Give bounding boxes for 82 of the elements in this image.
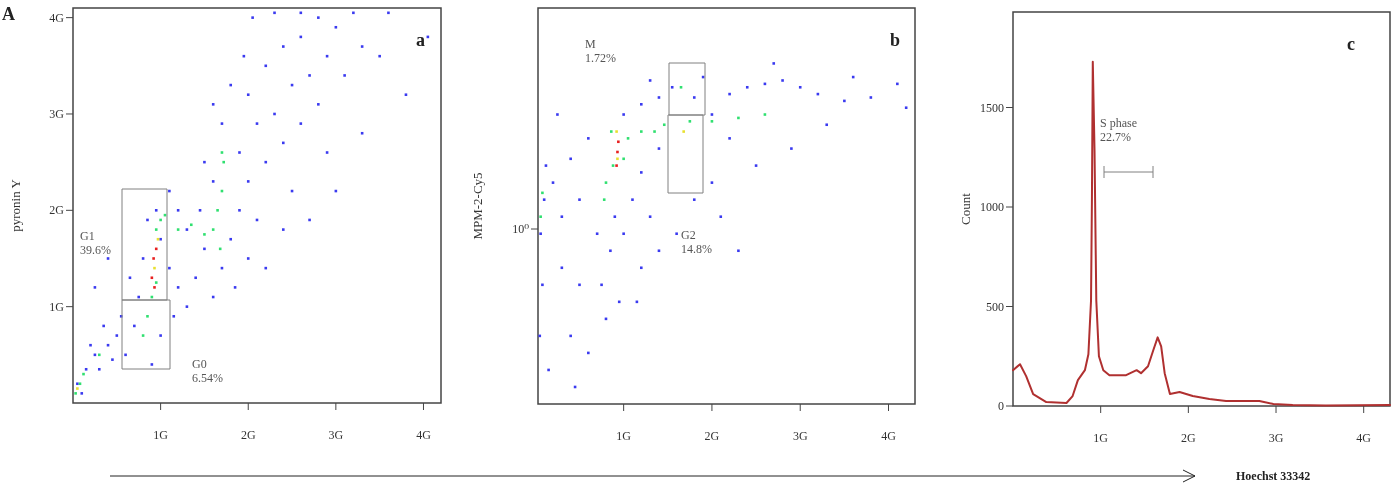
- x-tick-label: 4G: [416, 428, 432, 442]
- y-tick-label: 3G: [49, 106, 65, 121]
- x-tick-label: 1G: [153, 428, 169, 442]
- point: [653, 130, 656, 133]
- y-tick-label: 2G: [49, 203, 65, 218]
- point: [781, 79, 784, 82]
- y-tick-label: 4G: [49, 10, 65, 25]
- point: [569, 157, 572, 161]
- y-tick-label: 500: [986, 299, 1004, 314]
- text: 10⁰: [512, 222, 530, 236]
- point: [189, 223, 193, 227]
- y-tick-label: 0: [998, 399, 1004, 413]
- point: [609, 130, 613, 133]
- point: [692, 198, 696, 201]
- point: [609, 249, 612, 253]
- point: [617, 140, 620, 144]
- point: [670, 85, 674, 89]
- point: [728, 137, 731, 140]
- point: [602, 198, 606, 201]
- point: [772, 62, 776, 65]
- point: [675, 232, 678, 236]
- x-tick-label: 1G: [616, 429, 632, 443]
- annotation: G1 39.6%: [80, 229, 111, 258]
- point: [692, 96, 696, 99]
- annotation: S phase 22.7%: [1100, 116, 1137, 145]
- text: b: [890, 30, 901, 50]
- x-tick-label: 3G: [1268, 431, 1284, 445]
- point: [76, 387, 79, 390]
- point: [682, 130, 685, 133]
- y-tick-label: 1G: [49, 299, 65, 314]
- x-axis-title: Hoechst 33342: [1236, 469, 1311, 483]
- point: [154, 228, 158, 231]
- y-tick-label: 1500: [980, 100, 1004, 115]
- point: [152, 257, 155, 260]
- point: [662, 123, 666, 127]
- x-tick-label: 1G: [1093, 431, 1109, 445]
- annotation: c: [1347, 34, 1355, 54]
- point: [578, 198, 581, 201]
- x-tick-label: 3G: [328, 428, 344, 442]
- y-tick-label: 1000: [980, 200, 1004, 215]
- x-tick-label: 4G: [881, 429, 897, 443]
- point: [615, 164, 618, 167]
- x-tick-label: 4G: [1356, 431, 1372, 445]
- y-axis-title: pyronin Y: [8, 178, 23, 232]
- point: [790, 147, 793, 150]
- point: [798, 85, 802, 89]
- point: [216, 209, 219, 212]
- point: [745, 85, 749, 89]
- x-tick-label: 3G: [792, 429, 808, 443]
- point: [631, 198, 634, 201]
- point: [556, 113, 559, 116]
- point: [146, 314, 149, 318]
- x-tick-label: 2G: [1181, 431, 1197, 445]
- x-tick-label: 2G: [704, 429, 720, 443]
- point: [622, 113, 625, 116]
- point: [615, 130, 618, 133]
- point: [640, 266, 643, 270]
- point: [587, 137, 590, 140]
- point: [640, 103, 643, 106]
- annotation: a: [416, 30, 425, 50]
- point: [539, 215, 542, 218]
- point: [616, 157, 619, 161]
- y-axis-title: Count: [958, 192, 973, 225]
- y-axis-title: MPM-2-Cy5: [470, 172, 485, 240]
- line-series: [1012, 60, 1391, 407]
- text: A: [2, 4, 15, 24]
- point: [640, 171, 643, 174]
- annotation: M 1.72%: [585, 37, 616, 66]
- annotation: G2 14.8%: [681, 228, 712, 257]
- point: [622, 157, 625, 161]
- point: [737, 249, 740, 253]
- point: [153, 286, 156, 289]
- point: [539, 232, 542, 236]
- point: [719, 215, 723, 218]
- point: [640, 130, 643, 133]
- point: [825, 123, 829, 127]
- point: [74, 392, 77, 395]
- point: [622, 232, 625, 236]
- annotation: G0 6.54%: [192, 357, 223, 386]
- point: [154, 281, 158, 284]
- point: [203, 233, 206, 236]
- x-tick-label: 2G: [240, 428, 256, 442]
